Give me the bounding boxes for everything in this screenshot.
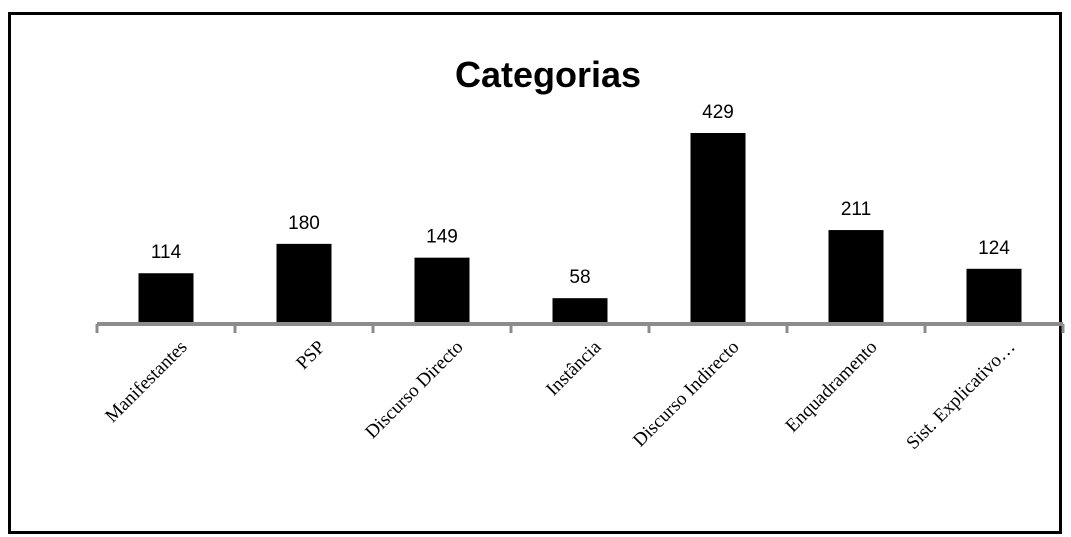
bar [276,243,332,324]
bar [690,133,746,324]
chart-title: Categorias [455,54,641,95]
bar [966,268,1022,324]
bar [552,298,608,324]
x-axis [95,322,1065,333]
bar [138,273,194,324]
data-label: 429 [702,102,734,123]
data-label: 211 [841,199,871,220]
x-tick-label: Sist. Explicativo… [902,337,1019,454]
x-tick-label: Discurso Directo [361,337,467,443]
bar [828,230,884,324]
data-label: 180 [288,213,320,234]
data-label: 114 [151,242,182,263]
chart-frame [8,12,1062,534]
bars-layer [138,133,1022,324]
data-label: 149 [426,227,458,248]
data-label: 124 [978,238,1010,259]
x-tick-label: PSP [292,337,329,374]
x-tick-label: Enquadramento [782,337,882,437]
bar [414,257,470,324]
x-tick-label: Discurso Indirecto [629,337,743,451]
data-label: 58 [569,267,590,288]
x-tick-label: Manifestantes [101,337,191,427]
x-tick-label: Instância [542,336,606,400]
